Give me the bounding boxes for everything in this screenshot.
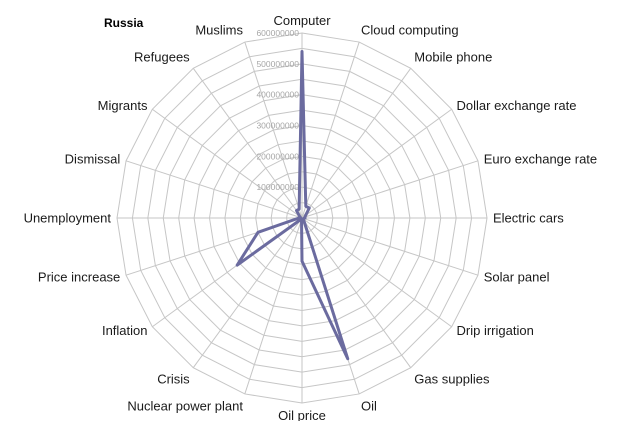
category-label: Euro exchange rate: [484, 152, 597, 167]
axis-spoke: [301, 217, 479, 276]
data-point: [301, 260, 303, 262]
data-point: [236, 264, 238, 266]
data-point: [303, 219, 305, 222]
category-label: Migrants: [98, 98, 148, 113]
category-label: Inflation: [102, 323, 148, 338]
axis-spoke: [301, 41, 360, 219]
axis-spoke: [125, 160, 303, 219]
data-point: [346, 357, 349, 360]
category-labels: Computer Cloud computing Mobile phone Dolla…: [24, 13, 598, 421]
axis-spoke: [152, 108, 303, 219]
data-point: [308, 207, 311, 209]
data-point: [257, 231, 259, 234]
data-point: [298, 217, 300, 219]
axis-spoke: [301, 68, 412, 219]
category-label: Electric cars: [493, 211, 564, 226]
category-label: Muslims: [195, 22, 243, 37]
category-label: Crisis: [157, 372, 190, 387]
axis-spoke: [244, 217, 303, 395]
radial-tick-label: 500000000: [256, 59, 299, 69]
radial-tick-label: 200000000: [256, 151, 299, 161]
axis-spoke: [192, 68, 303, 219]
series-layer: [235, 50, 350, 361]
chart-title: Russia: [104, 16, 144, 30]
category-label: Oil price: [278, 408, 326, 421]
category-label: Solar panel: [484, 270, 550, 285]
axis-spoke: [244, 41, 303, 219]
category-label: Drip irrigation: [457, 323, 534, 338]
data-point: [300, 218, 302, 221]
radial-tick-label: 100000000: [256, 182, 299, 192]
category-label: Refugees: [134, 50, 190, 65]
category-label: Dollar exchange rate: [457, 98, 577, 113]
data-point: [299, 216, 302, 219]
axis-spoke: [192, 217, 303, 368]
category-label: Cloud computing: [361, 22, 459, 37]
data-point: [298, 208, 300, 210]
axis-spoke: [301, 217, 452, 328]
radial-tick-label: 300000000: [256, 121, 299, 131]
radial-tick-label: 400000000: [256, 90, 299, 100]
axis-spoke: [301, 108, 452, 219]
category-label: Gas supplies: [414, 372, 490, 387]
data-point: [302, 218, 305, 220]
data-point: [295, 209, 298, 212]
category-label: Mobile phone: [414, 50, 492, 65]
data-point: [301, 50, 303, 53]
category-label: Nuclear power plant: [127, 399, 243, 414]
radial-tick-label: 600000000: [256, 28, 299, 38]
category-label: Computer: [273, 13, 331, 28]
axis-spoke: [301, 217, 412, 368]
radial-axis-ticks: 100000000 200000000 300000000 400000000 5000…: [256, 28, 299, 192]
data-point: [304, 214, 307, 217]
data-point: [305, 205, 307, 208]
category-label: Oil: [361, 399, 377, 414]
data-point: [304, 217, 306, 219]
category-label: Dismissal: [65, 152, 121, 167]
category-label: Unemployment: [24, 211, 112, 226]
axis-spoke: [301, 160, 479, 219]
data-point: [298, 215, 301, 217]
category-label: Price increase: [38, 270, 120, 285]
